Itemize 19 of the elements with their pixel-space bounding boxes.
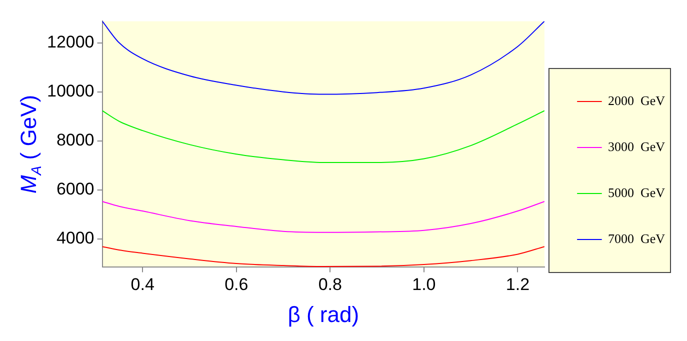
y-tick-label: 6000	[56, 180, 94, 199]
legend-label: 3000 GeV	[608, 138, 666, 154]
legend-label: 2000 GeV	[608, 92, 666, 108]
x-tick-label: 0.4	[130, 275, 154, 294]
x-tick-label: 1.0	[412, 275, 436, 294]
x-tick-label: 0.8	[318, 275, 342, 294]
y-tick-label: 12000	[46, 32, 94, 52]
y-axis-title: MA ( GeV)	[16, 94, 44, 194]
line-series	[102, 200, 544, 233]
x-axis-title: β ( rad)	[288, 302, 360, 327]
y-tick-label: 10000	[46, 82, 94, 101]
x-tick-label: 1.2	[506, 275, 530, 294]
y-tick-label: 4000	[56, 228, 94, 248]
x-tick-label: 0.6	[224, 275, 248, 294]
legend-label: 5000 GeV	[608, 184, 666, 200]
legend-label: 7000 GeV	[608, 230, 666, 246]
y-tick-label: 8000	[56, 130, 94, 150]
line-series	[102, 21, 544, 95]
line-series	[102, 110, 544, 163]
